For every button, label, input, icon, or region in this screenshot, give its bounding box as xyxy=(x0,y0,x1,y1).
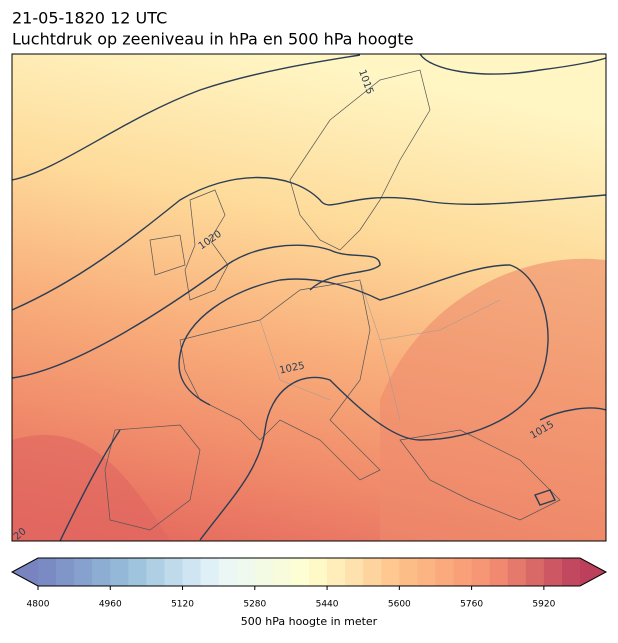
isobar xyxy=(178,354,211,406)
colorbar-swatch xyxy=(56,558,75,586)
colorbar-swatch xyxy=(110,558,129,586)
colorbar-swatch xyxy=(507,558,527,586)
colorbar-swatch xyxy=(272,558,292,586)
coastline xyxy=(289,69,431,251)
colorbar: 4800 4960 5120 5280 5440 5600 5760 5920 xyxy=(10,557,608,610)
border xyxy=(259,279,501,421)
isobar xyxy=(419,54,606,75)
coastline xyxy=(399,429,561,521)
isobar xyxy=(59,429,121,541)
colorbar-swatch xyxy=(200,558,220,586)
colorbar-swatch xyxy=(146,558,165,586)
colorbar-swatch xyxy=(128,558,147,586)
colorbar-swatch xyxy=(543,558,563,586)
colorbar-tick-label: 5440 xyxy=(316,600,339,610)
colorbar-swatch xyxy=(38,558,57,586)
colorbar-tick-label: 5600 xyxy=(388,600,411,610)
colorbar-label: 500 hPa hoogte in meter xyxy=(241,615,378,628)
contour-label: 1025 xyxy=(279,360,306,376)
height-field xyxy=(380,258,606,541)
colorbar-swatch xyxy=(236,558,256,586)
colorbar-swatch xyxy=(309,558,328,586)
colorbar-swatch xyxy=(345,558,364,586)
coastline xyxy=(179,279,381,481)
colorbar-extend-low xyxy=(12,558,38,586)
colorbar-swatch xyxy=(417,558,436,586)
colorbar-swatch xyxy=(435,558,455,586)
map: 1015 1020 1025 1015 20 xyxy=(12,54,606,543)
contour-label: 20 xyxy=(12,526,29,543)
isobar xyxy=(12,244,381,379)
colorbar-tick-label: 4960 xyxy=(99,600,122,610)
colorbar-swatch xyxy=(92,558,111,586)
colorbar-swatch xyxy=(363,558,382,586)
colorbar-swatch xyxy=(561,558,581,586)
colorbar-swatch xyxy=(290,558,310,586)
colorbar-swatch xyxy=(471,558,491,586)
colorbar-swatch xyxy=(74,558,93,586)
colorbar-swatch xyxy=(381,558,400,586)
colorbar-swatch xyxy=(254,558,274,586)
colorbar-frame xyxy=(10,557,608,587)
colorbar-swatch xyxy=(453,558,473,586)
coastline xyxy=(104,424,201,531)
isobar xyxy=(539,407,606,421)
colorbar-swatch xyxy=(164,558,184,586)
coastline xyxy=(149,234,186,276)
isobar xyxy=(12,54,361,181)
colorbar-tick-label: 5760 xyxy=(460,600,483,610)
colorbar-swatch xyxy=(182,558,202,586)
colorbar-swatch xyxy=(399,558,418,586)
colorbar-swatch xyxy=(218,558,238,586)
colorbar-swatch xyxy=(489,558,509,586)
colorbar-tick-label: 5920 xyxy=(532,600,555,610)
isobar xyxy=(179,264,549,541)
colorbar-swatch xyxy=(525,558,545,586)
colorbar-tick-label: 5120 xyxy=(171,600,194,610)
isobar xyxy=(534,489,556,506)
colorbar-tick-label: 4800 xyxy=(27,600,50,610)
isobar xyxy=(12,176,606,311)
colorbar-swatch xyxy=(327,558,346,586)
subtitle: Luchtdruk op zeeniveau in hPa en 500 hPa… xyxy=(12,30,414,49)
colorbar-tick-label: 5280 xyxy=(243,600,266,610)
colorbar-extend-high xyxy=(580,558,606,586)
title: 21-05-1820 12 UTC xyxy=(12,9,167,28)
map-frame xyxy=(11,53,607,542)
height-field xyxy=(12,434,170,541)
coastline xyxy=(184,189,229,301)
